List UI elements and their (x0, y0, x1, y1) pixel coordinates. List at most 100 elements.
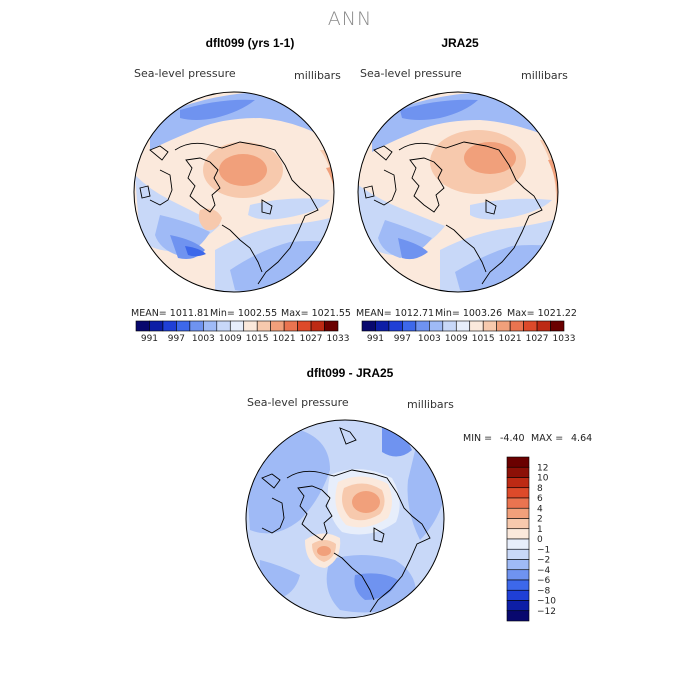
colorbar-swatch (135, 320, 150, 332)
colorbar-swatch (506, 528, 530, 540)
colorbar-swatch (324, 320, 339, 332)
panel3-max-value: 4.64 (571, 433, 593, 444)
colorbar-tick-label: 997 (168, 334, 185, 344)
panel3-map (245, 419, 445, 619)
panel2-min: Min= 1003.26 (435, 308, 503, 319)
colorbar-swatch (509, 320, 524, 332)
colorbar-tick-label: 1033 (553, 334, 576, 344)
panel2-mean: MEAN= 1012.71 (356, 308, 435, 319)
colorbar-swatch (455, 320, 471, 332)
colorbar-swatch (216, 320, 231, 332)
colorbar-tick-label: −2 (537, 556, 550, 566)
colorbar-tick-label: −10 (537, 597, 556, 607)
panel3-title: dflt099 - JRA25 (306, 366, 394, 380)
panel3-variable-label: Sea-level pressure (247, 396, 349, 409)
colorbar-tick-label: 991 (367, 334, 384, 344)
panel2-title: JRA25 (441, 36, 479, 50)
colorbar-swatch (506, 538, 530, 550)
colorbar-tick-label: 1 (537, 525, 543, 535)
colorbar-swatch (506, 569, 530, 581)
colorbar-swatch (506, 600, 530, 612)
colorbar-tick-label: 1015 (246, 334, 269, 344)
colorbar-tick-label: 1033 (327, 334, 350, 344)
colorbar-swatch (523, 320, 538, 332)
panel1-map (133, 91, 335, 293)
panel2-colorbar: 991 997 1003 1009 1015 1021 1027 1033 (361, 320, 576, 344)
colorbar-swatch (203, 320, 218, 332)
colorbar-tick-label: 10 (537, 474, 549, 484)
colorbar-tick-label: 1015 (472, 334, 495, 344)
colorbar-swatch (162, 320, 177, 332)
colorbar-swatch (506, 518, 530, 530)
colorbar-tick-label: −6 (537, 576, 551, 586)
colorbar-tick-label: 997 (394, 334, 411, 344)
colorbar-swatch (149, 320, 164, 332)
colorbar-tick-label: −1 (537, 545, 550, 555)
panel3-min-label: MIN = (463, 433, 493, 444)
colorbar-tick-label: 1003 (418, 334, 441, 344)
panel3-min-value: -4.40 (500, 433, 525, 444)
colorbar-swatch (496, 320, 511, 332)
panel2-units-label: millibars (521, 69, 568, 82)
colorbar-tick-label: 1021 (273, 334, 296, 344)
colorbar-swatch (482, 320, 497, 332)
colorbar-swatch (402, 320, 417, 332)
colorbar-tick-label: 8 (537, 484, 543, 494)
colorbar-swatch (189, 320, 204, 332)
colorbar-swatch (506, 559, 530, 571)
panel1-colorbar: 991 997 1003 1009 1015 1021 1027 1033 (135, 320, 350, 344)
figure-title: ANN (327, 8, 373, 30)
colorbar-tick-label: 1009 (219, 334, 242, 344)
colorbar-swatch (506, 507, 530, 519)
colorbar-swatch (442, 320, 457, 332)
colorbar-tick-label: −8 (537, 586, 551, 596)
panel1-units-label: millibars (294, 69, 341, 82)
colorbar-swatch (297, 320, 312, 332)
colorbar-tick-label: 991 (141, 334, 158, 344)
colorbar-swatch (229, 320, 245, 332)
colorbar-swatch (506, 548, 530, 560)
colorbar-tick-label: 1003 (192, 334, 215, 344)
colorbar-tick-label: 12 (537, 463, 548, 473)
colorbar-tick-label: −4 (537, 566, 551, 576)
colorbar-swatch (506, 456, 530, 468)
colorbar-swatch (283, 320, 298, 332)
colorbar-swatch (506, 589, 530, 601)
panel1-max: Max= 1021.55 (281, 308, 351, 319)
colorbar-tick-label: −12 (537, 607, 556, 617)
colorbar-tick-label: 0 (537, 535, 543, 545)
colorbar-swatch (469, 320, 484, 332)
colorbar-tick-label: 6 (537, 494, 543, 504)
panel2-max: Max= 1021.22 (507, 308, 577, 319)
panel1-title: dflt099 (yrs 1-1) (205, 36, 295, 50)
colorbar-swatch (361, 320, 376, 332)
colorbar-tick-label: 1009 (445, 334, 468, 344)
colorbar-swatch (176, 320, 191, 332)
colorbar-swatch (506, 466, 530, 478)
colorbar-swatch (506, 497, 530, 509)
colorbar-tick-label: 1027 (526, 334, 549, 344)
colorbar-swatch (506, 477, 530, 489)
colorbar-swatch (506, 487, 530, 499)
panel2-map (357, 91, 559, 293)
panel2-variable-label: Sea-level pressure (360, 67, 462, 80)
colorbar-tick-label: 1027 (300, 334, 323, 344)
colorbar-tick-label: 1021 (499, 334, 522, 344)
colorbar-swatch (243, 320, 258, 332)
colorbar-swatch (270, 320, 285, 332)
colorbar-swatch (256, 320, 271, 332)
panel1-min: Min= 1002.55 (210, 308, 278, 319)
colorbar-swatch (375, 320, 390, 332)
panel3-max-label: MAX = (531, 433, 564, 444)
colorbar-swatch (536, 320, 551, 332)
colorbar-swatch (550, 320, 565, 332)
colorbar-tick-label: 2 (537, 515, 543, 525)
colorbar-swatch (310, 320, 325, 332)
colorbar-swatch (506, 579, 530, 591)
panel3-units-label: millibars (407, 398, 454, 411)
colorbar-swatch (415, 320, 430, 332)
panel1-variable-label: Sea-level pressure (134, 67, 236, 80)
panel1-mean: MEAN= 1011.81 (131, 308, 210, 319)
